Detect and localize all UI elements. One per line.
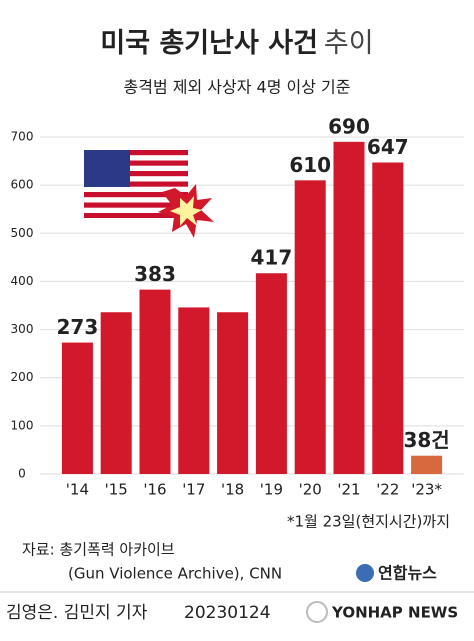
subtitle: 총격범 제외 사상자 4명 이상 기준 [124, 78, 351, 97]
bar [178, 307, 210, 474]
value-label: 417 [251, 246, 293, 270]
x-tick-label: '14 [66, 481, 89, 499]
bar [411, 455, 443, 474]
date: 20230124 [184, 603, 271, 623]
value-label: 383 [134, 262, 176, 286]
value-label: 690 [328, 114, 370, 138]
y-tick-label: 500 [11, 226, 34, 240]
x-tick-label: '16 [143, 481, 166, 499]
bar [61, 342, 93, 474]
flag-icon [84, 150, 214, 238]
brand: YONHAP NEWS [331, 604, 458, 622]
y-tick-label: 300 [11, 322, 34, 336]
footnote: *1월 23일(현지시간)까지 [287, 513, 450, 531]
bar [333, 141, 365, 475]
x-tick-label: '17 [182, 481, 205, 499]
source: (Gun Violence Archive), CNN [68, 565, 282, 583]
bar [255, 273, 287, 474]
bar [100, 312, 132, 474]
bar [217, 312, 249, 474]
x-tick-label: '23* [411, 481, 442, 499]
x-tick-label: '18 [221, 481, 244, 499]
plot: 0 100 200 300 400 500 600 700 '14 273 '15 '16 383 '17… [11, 114, 464, 499]
y-tick-label: 0 [18, 467, 26, 481]
credit: 김영은. 김민지 기자 [6, 603, 148, 623]
logo: 연합뉴스 [378, 564, 437, 583]
title-main: 미국 총기난사 사건 [100, 28, 318, 59]
logo-icon [356, 564, 374, 582]
chart-title: 미국 총기난사 사건 추이 [100, 28, 373, 59]
value-label: 273 [57, 315, 99, 339]
x-tick-label: '22 [376, 481, 399, 499]
y-tick-label: 100 [11, 418, 34, 432]
value-label: 610 [289, 153, 331, 177]
y-tick-label: 200 [11, 370, 34, 384]
value-label: 647 [367, 135, 409, 159]
y-tick-label: 400 [11, 274, 34, 288]
y-tick-label: 700 [11, 130, 34, 144]
y-tick-label: 600 [11, 178, 34, 192]
title-suffix: 추이 [324, 28, 374, 59]
brand-icon [306, 601, 328, 623]
bar [294, 180, 326, 475]
x-tick-label: '21 [337, 481, 360, 499]
bar [372, 162, 404, 474]
x-tick-label: '19 [260, 481, 283, 499]
source: 자료: 총기폭력 아카이브 [22, 541, 175, 559]
bar [139, 289, 171, 474]
value-label: 38건 [403, 428, 449, 452]
x-tick-label: '15 [105, 481, 128, 499]
x-tick-label: '20 [299, 481, 322, 499]
